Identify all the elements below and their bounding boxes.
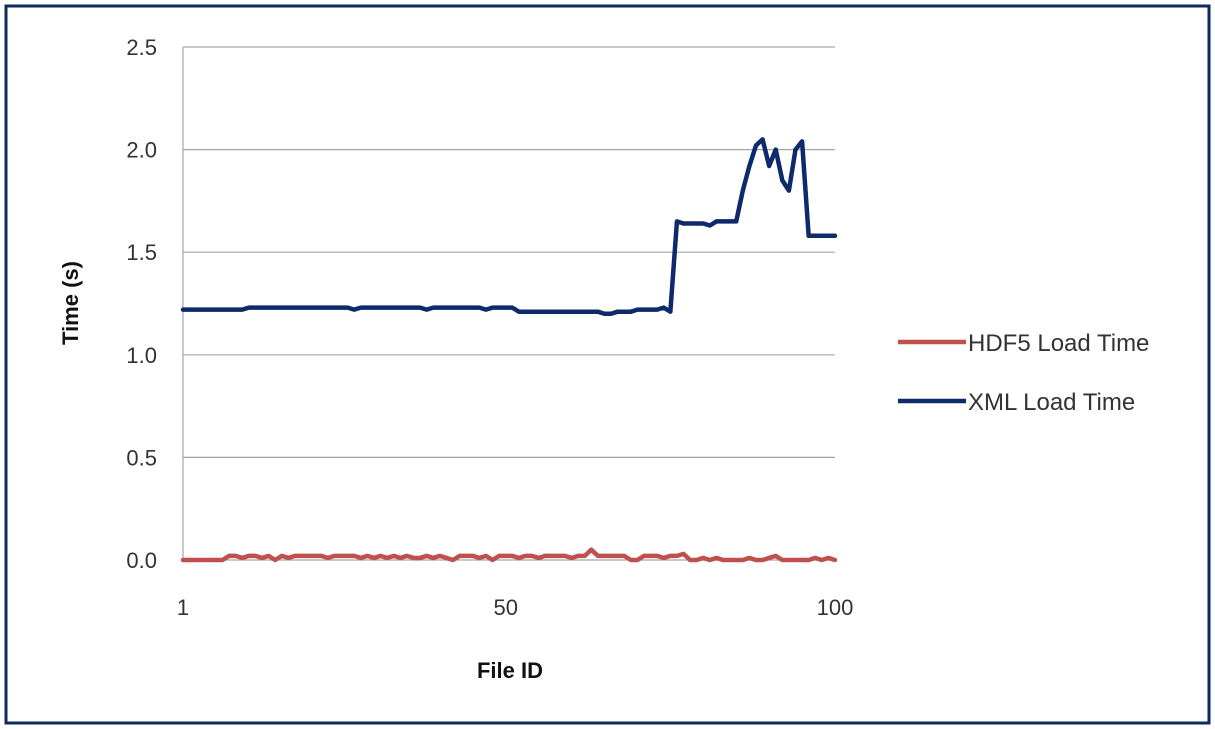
- y-tick-label: 1.0: [126, 343, 157, 368]
- y-tick-label: 1.5: [126, 240, 157, 265]
- legend-label-1: XML Load Time: [968, 389, 1135, 416]
- x-axis-title: File ID: [477, 658, 543, 683]
- y-tick-label: 2.5: [126, 35, 157, 60]
- x-tick-label: 100: [817, 595, 854, 620]
- legend-label-0: HDF5 Load Time: [968, 330, 1149, 357]
- x-tick-label: 1: [177, 595, 189, 620]
- y-axis-title: Time (s): [58, 261, 83, 345]
- legend: HDF5 Load Time XML Load Time: [898, 330, 1149, 416]
- series-line-0: [180, 547, 838, 563]
- series-line-1: [180, 137, 838, 317]
- y-tick-label: 0.0: [126, 548, 157, 573]
- x-axis-ticks: 1 50 100: [177, 595, 853, 620]
- x-tick-label: 50: [493, 595, 517, 620]
- y-tick-label: 2.0: [126, 138, 157, 163]
- series-lines: [180, 137, 838, 563]
- chart-frame: [4, 4, 1211, 725]
- y-tick-label: 0.5: [126, 445, 157, 470]
- y-axis-ticks: 0.0 0.5 1.0 1.5 2.0 2.5: [126, 35, 157, 573]
